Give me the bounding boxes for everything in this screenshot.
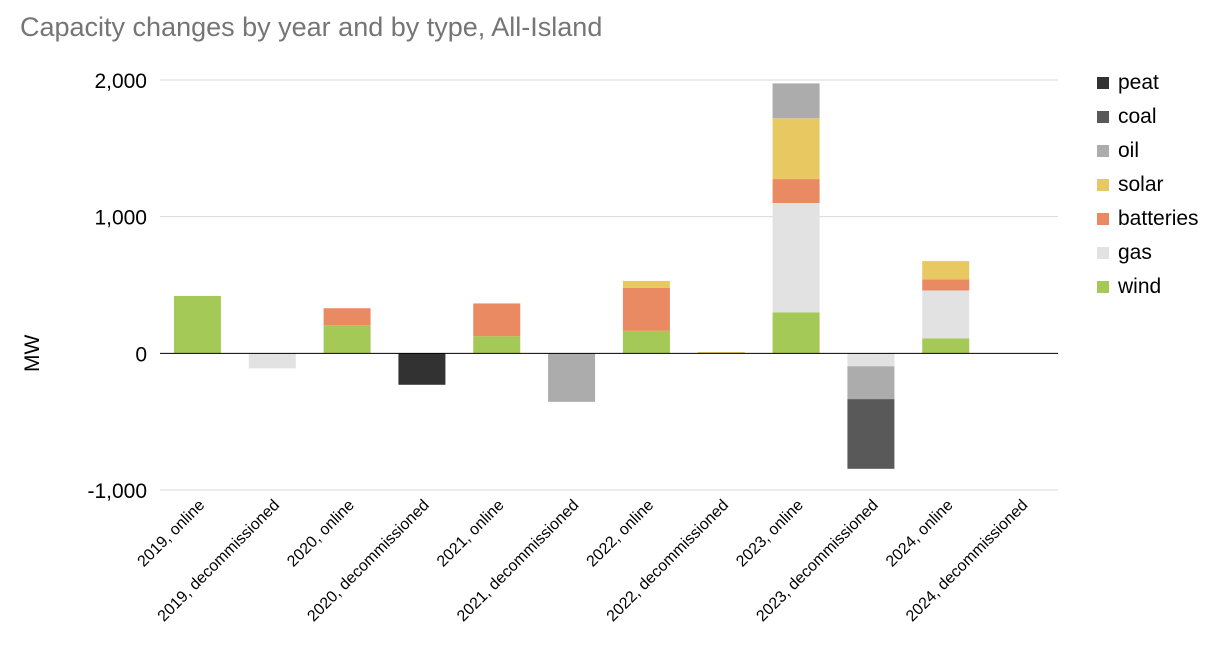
legend-item-peat: peat <box>1097 66 1199 100</box>
x-tick-label: 2024, decommissioned <box>903 497 1031 625</box>
bar-segment-wind <box>772 312 820 354</box>
x-tick-label: 2019, decommissioned <box>155 497 283 625</box>
y-axis-label: MW <box>21 335 44 372</box>
bar-segment-oil <box>847 366 895 400</box>
bar-segment-batteries <box>473 303 521 337</box>
bar-segment-gas <box>772 203 820 313</box>
y-tick-label: 0 <box>135 343 147 366</box>
legend-label: coal <box>1118 105 1157 128</box>
x-tick-label: 2019, online <box>135 497 209 571</box>
bar-segment-wind <box>323 325 371 354</box>
bar-segment-wind <box>473 336 521 354</box>
bar-segment-gas <box>922 290 970 339</box>
legend-label: solar <box>1118 173 1164 196</box>
bar-segment-batteries <box>323 308 371 326</box>
x-tick-label: 2022, decommissioned <box>604 497 732 625</box>
bar-segment-oil <box>772 83 820 119</box>
bar-segment-gas <box>248 353 296 369</box>
x-tick-label: 2023, decommissioned <box>753 497 881 625</box>
bar-segment-solar <box>622 280 670 288</box>
legend-label: gas <box>1118 241 1152 264</box>
legend-item-gas: gas <box>1097 236 1199 270</box>
bar-segment-wind <box>922 338 970 354</box>
bar-segment-wind <box>622 330 670 354</box>
legend-label: peat <box>1118 71 1159 94</box>
legend-swatch <box>1097 213 1109 225</box>
legend-swatch <box>1097 77 1109 89</box>
y-tick-label: 1,000 <box>94 207 147 230</box>
x-tick-label: 2021, decommissioned <box>454 497 582 625</box>
legend-swatch <box>1097 247 1109 259</box>
bars-group <box>173 83 970 469</box>
x-tick-label: 2022, online <box>584 497 658 571</box>
bar-segment-batteries <box>622 287 670 331</box>
legend-swatch <box>1097 281 1109 293</box>
y-tick-label: -1,000 <box>87 480 147 503</box>
bar-segment-gas <box>847 353 895 367</box>
legend-label: wind <box>1118 275 1162 298</box>
legend-swatch <box>1097 111 1109 123</box>
x-tick-label: 2020, online <box>284 497 358 571</box>
x-tick-label: 2021, online <box>434 497 508 571</box>
y-tick-label: 2,000 <box>94 70 147 93</box>
legend-swatch <box>1097 179 1109 191</box>
bar-segment-solar <box>772 118 820 180</box>
bar-segment-wind <box>173 295 221 354</box>
x-tick-label: 2023, online <box>733 497 807 571</box>
bar-segment-oil <box>548 353 596 402</box>
chart-legend: peat coal oil solar batteries gas wind <box>1097 66 1199 304</box>
legend-item-batteries: batteries <box>1097 202 1199 236</box>
bar-segment-peat <box>398 353 446 385</box>
bar-segment-coal <box>847 399 895 469</box>
chart-title: Capacity changes by year and by type, Al… <box>20 12 603 42</box>
x-tick-label: 2024, online <box>883 497 957 571</box>
legend-item-solar: solar <box>1097 168 1199 202</box>
bar-segment-batteries <box>922 279 970 291</box>
bar-segment-solar <box>922 261 970 280</box>
legend-item-oil: oil <box>1097 134 1199 168</box>
bar-segment-solar <box>697 351 745 354</box>
legend-swatch <box>1097 145 1109 157</box>
bar-segment-batteries <box>772 179 820 203</box>
legend-label: oil <box>1118 139 1140 162</box>
legend-item-wind: wind <box>1097 270 1199 304</box>
x-tick-label: 2020, decommissioned <box>304 497 432 625</box>
legend-label: batteries <box>1118 207 1199 230</box>
legend-item-coal: coal <box>1097 100 1199 134</box>
